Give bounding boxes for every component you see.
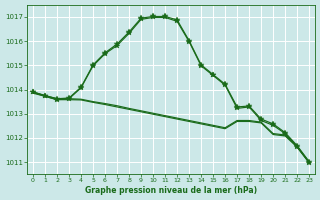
X-axis label: Graphe pression niveau de la mer (hPa): Graphe pression niveau de la mer (hPa) <box>85 186 257 195</box>
